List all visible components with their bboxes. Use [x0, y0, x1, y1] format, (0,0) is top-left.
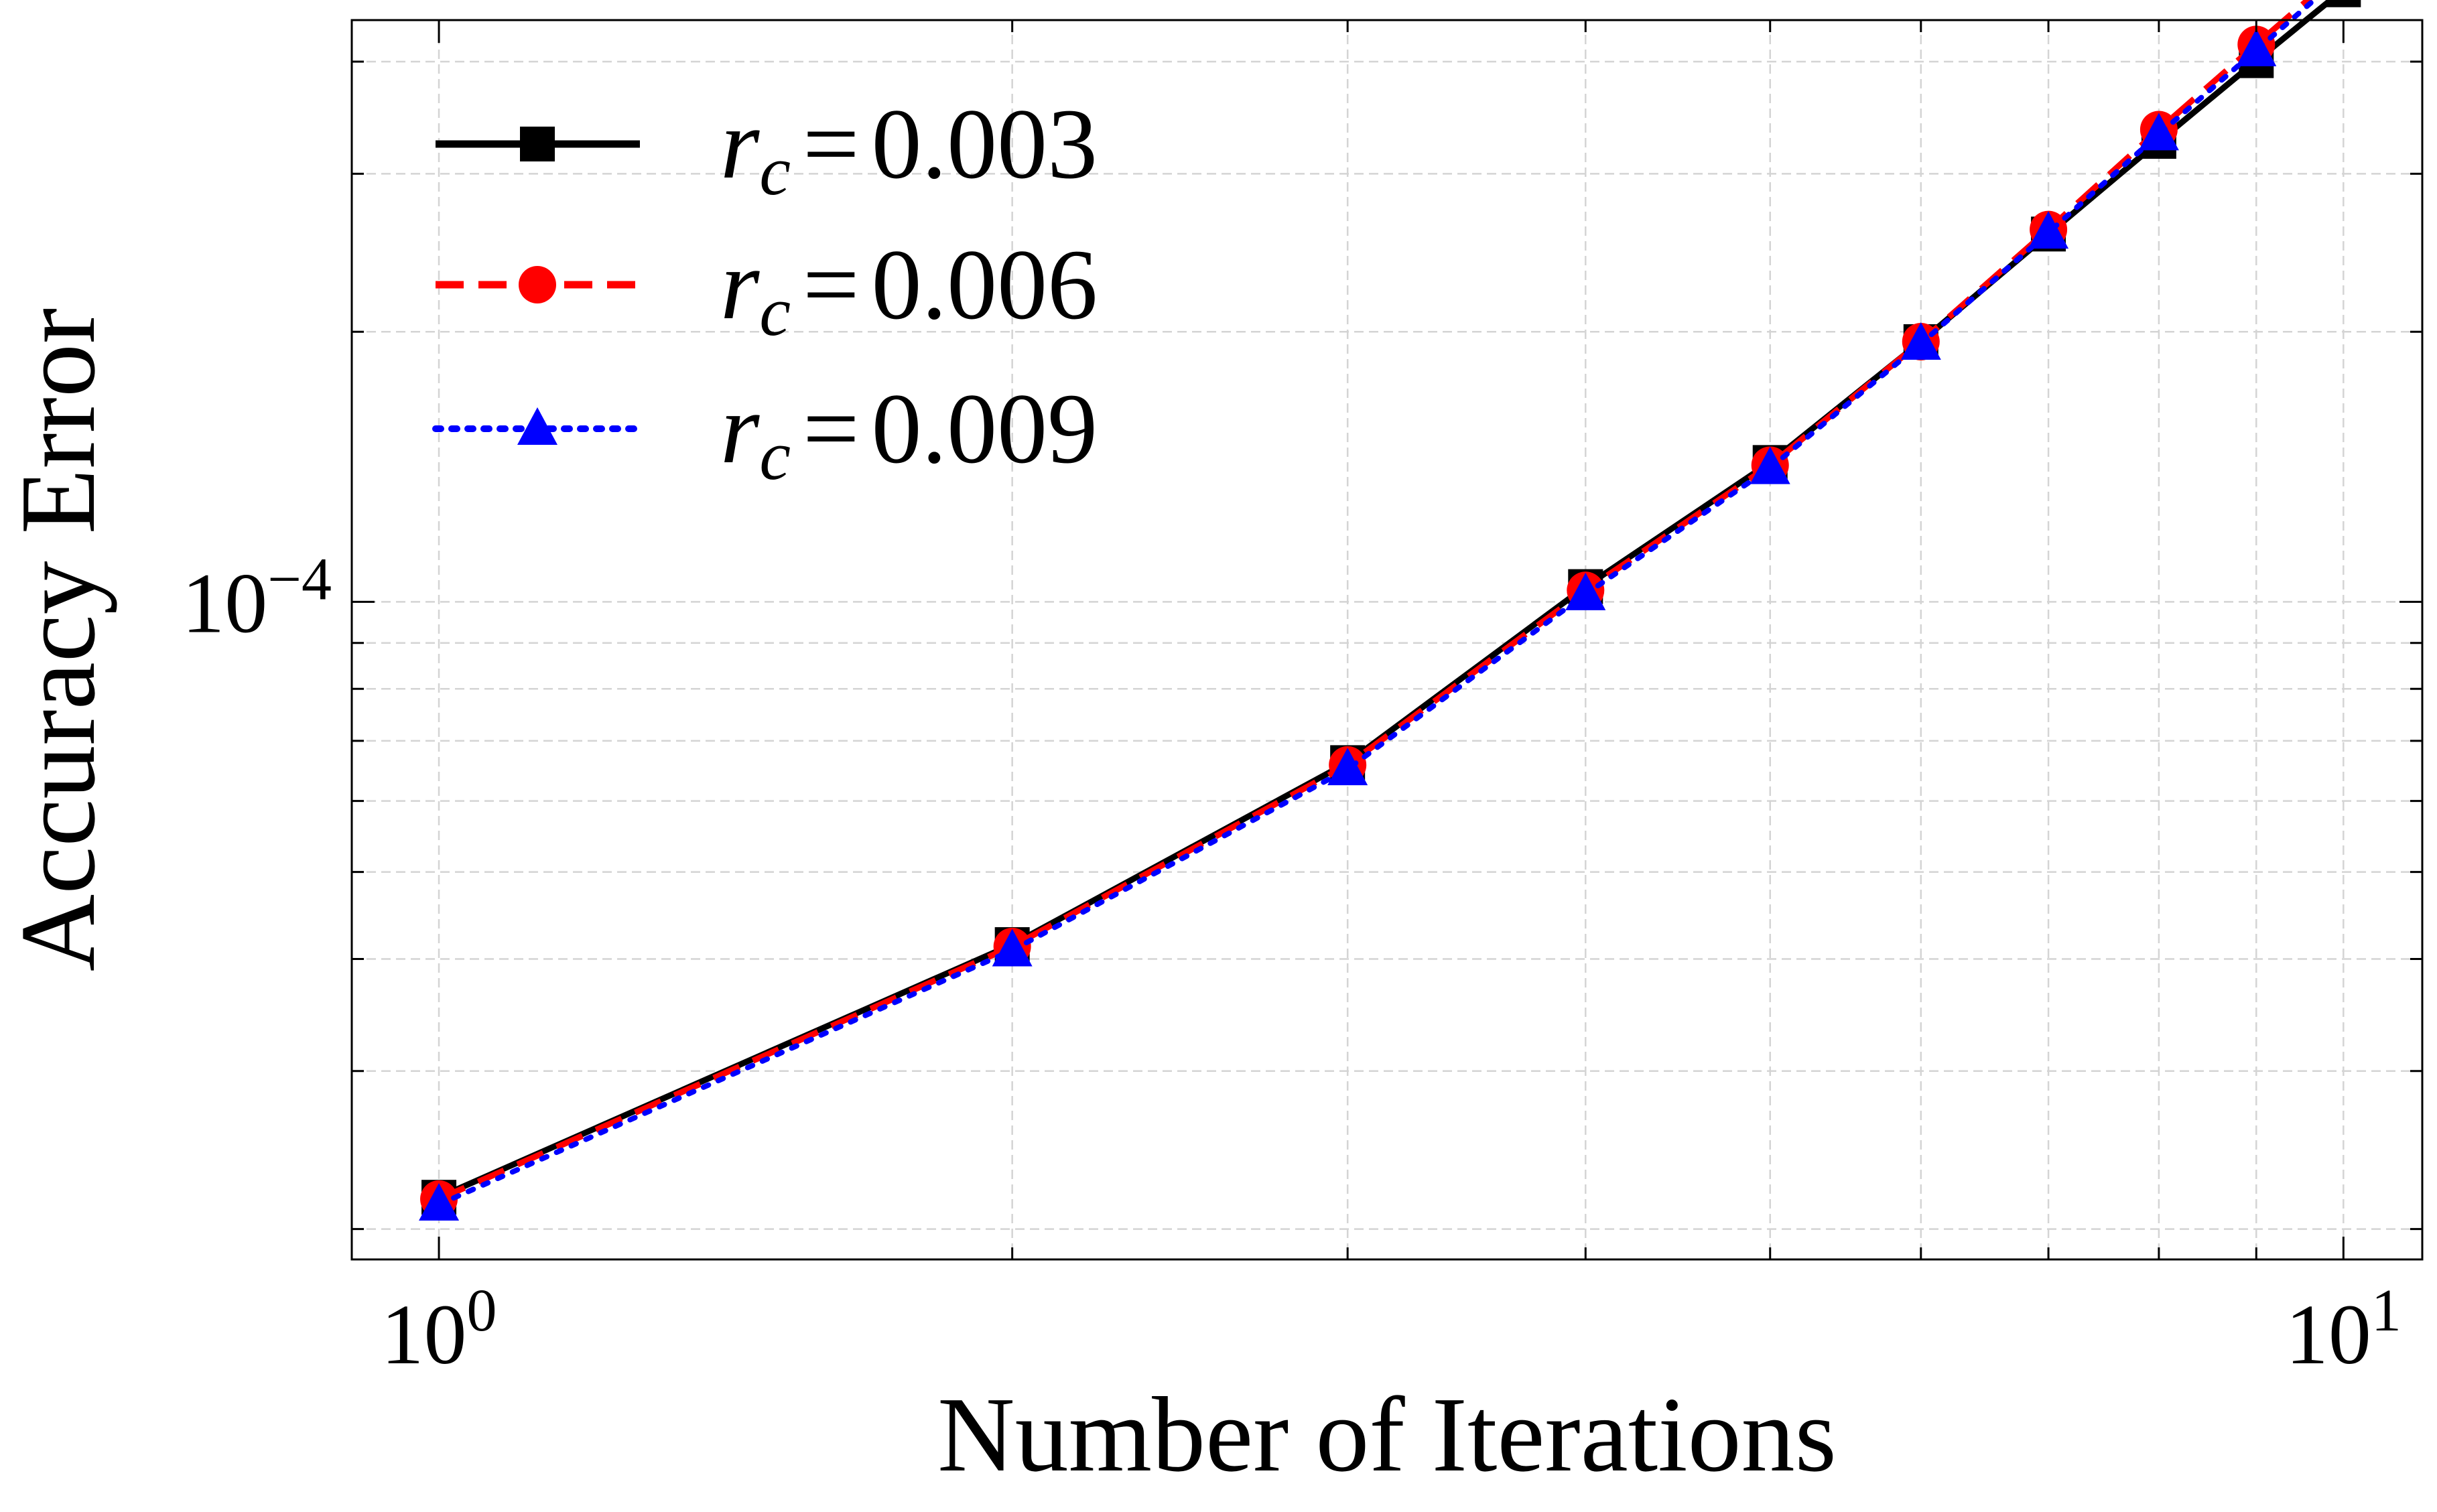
series-line	[436, 0, 2318, 1207]
data-point	[992, 929, 1033, 967]
data-point	[1750, 446, 1790, 484]
series-line	[438, 0, 2313, 1202]
data-point	[2236, 28, 2277, 66]
x-tick-label: 101	[2286, 1278, 2401, 1383]
data-point	[419, 1183, 460, 1221]
legend-label: rc = 0.006	[720, 229, 1098, 350]
grid-lines	[352, 20, 2422, 1259]
x-tick-label: 100	[381, 1278, 497, 1383]
data-point	[1327, 748, 1368, 786]
data-point	[1900, 322, 1941, 360]
data-point	[2138, 113, 2179, 151]
axis-ticks: 100 101 10−4	[182, 20, 2422, 1382]
legend-label: rc = 0.003	[720, 88, 1098, 210]
data-point	[2028, 211, 2069, 249]
plot-frame	[350, 19, 2424, 1261]
data-point	[1565, 572, 1606, 610]
legend: rc = 0.003 rc = 0.006 rc = 0.009	[432, 88, 1098, 494]
series-2	[420, 0, 2313, 1218]
x-axis-label: Number of Iterations	[937, 1375, 1837, 1494]
series-1	[421, 0, 2361, 1215]
data-point	[519, 266, 556, 303]
y-axis-label: Accuracy Error	[0, 308, 117, 971]
data-point	[2326, 0, 2361, 7]
series-3	[419, 0, 2318, 1221]
data-point	[520, 127, 555, 161]
legend-label: rc = 0.009	[720, 373, 1098, 494]
series-layer	[419, 0, 2361, 1221]
y-tick-label: 10−4	[182, 546, 332, 651]
legend-item: rc = 0.009	[432, 373, 1098, 494]
legend-item: rc = 0.006	[436, 229, 1098, 350]
legend-item: rc = 0.003	[436, 88, 1098, 210]
data-point	[517, 407, 557, 445]
